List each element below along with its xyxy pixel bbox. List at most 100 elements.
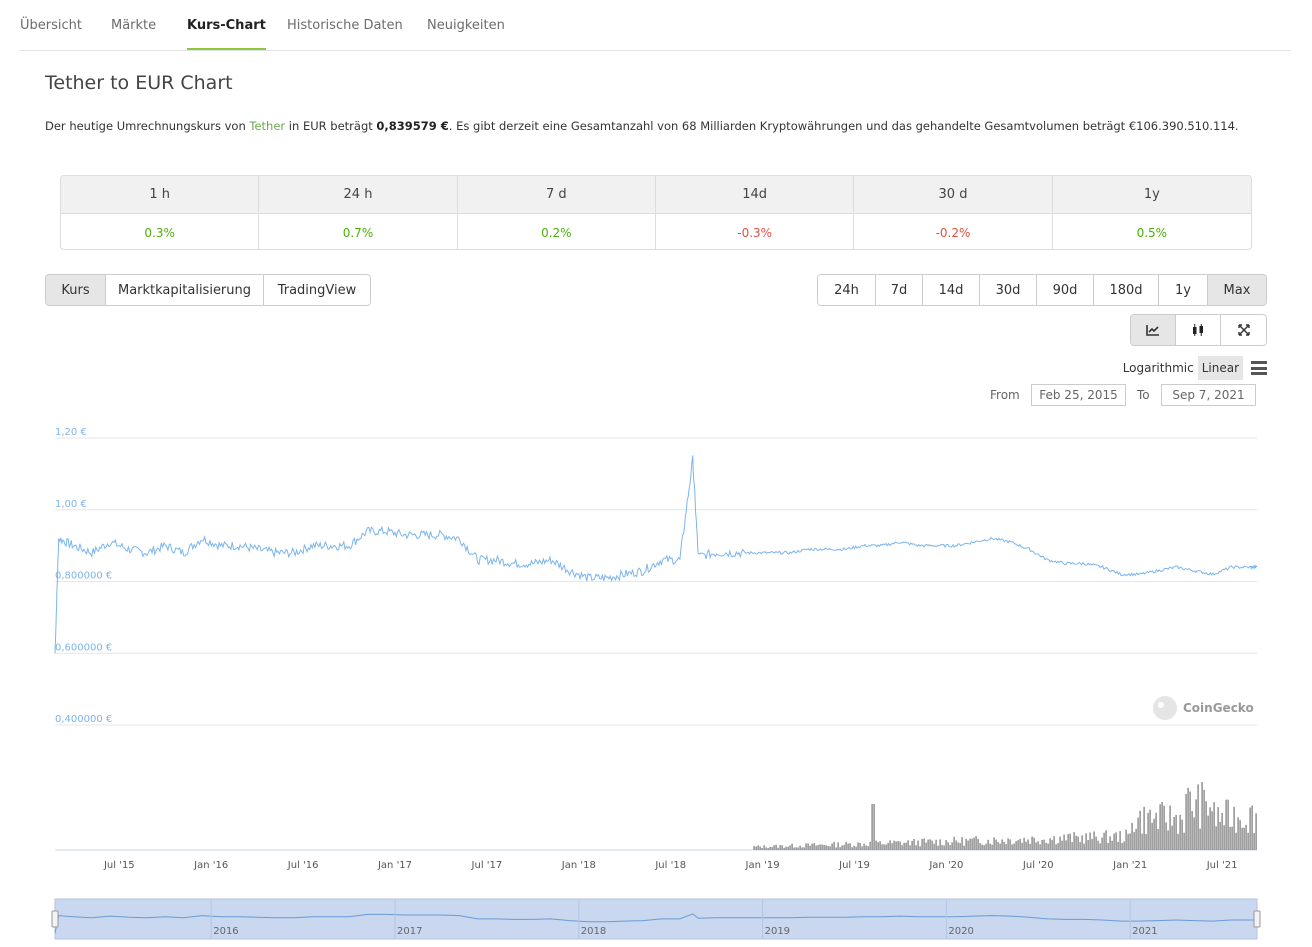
volume-bar (821, 844, 823, 850)
volume-bar (961, 837, 963, 850)
change-header-14d: 14d (655, 176, 855, 214)
volume-bar (1119, 831, 1121, 850)
volume-bar (963, 845, 965, 850)
candlestick-icon[interactable] (1176, 315, 1221, 345)
scale-logarithmic-button[interactable]: Logarithmic (1122, 361, 1194, 375)
tab-uebersicht[interactable]: Übersicht (20, 18, 82, 33)
volume-bar (957, 842, 959, 850)
scale-selector: Logarithmic Linear (1119, 356, 1267, 380)
volume-bar (1243, 827, 1245, 850)
x-axis-label: Jan '18 (561, 860, 596, 871)
volume-bar (1161, 802, 1163, 850)
volume-bar (1255, 813, 1257, 850)
volume-bar (1003, 841, 1005, 850)
volume-bar (1227, 799, 1229, 850)
from-date-input[interactable]: Feb 25, 2015 (1031, 384, 1126, 406)
period-24h-button[interactable]: 24h (818, 275, 876, 305)
volume-bar (1167, 830, 1169, 850)
volume-bar (1055, 844, 1057, 850)
volume-bar (969, 838, 971, 850)
coin-link[interactable]: Tether (249, 119, 286, 133)
volume-bar (809, 845, 811, 850)
volume-bar (887, 843, 889, 850)
volume-bar (955, 840, 957, 850)
volume-bar (1239, 820, 1241, 850)
volume-bar (807, 843, 809, 850)
fullscreen-icon[interactable] (1221, 315, 1266, 345)
volume-bar (991, 844, 993, 850)
to-date-input[interactable]: Sep 7, 2021 (1161, 384, 1256, 406)
volume-bar (1121, 843, 1123, 850)
volume-bar (1205, 801, 1207, 850)
volume-bar (755, 846, 757, 850)
volume-bar (1175, 814, 1177, 850)
navigator-handle-right[interactable] (1253, 910, 1261, 928)
x-axis-label: Jan '20 (928, 860, 963, 871)
tab-historische-daten[interactable]: Historische Daten (287, 18, 403, 33)
volume-bar (1181, 819, 1183, 850)
volume-bar (1231, 826, 1233, 850)
volume-bar (959, 843, 961, 850)
period-1y-button[interactable]: 1y (1159, 275, 1208, 305)
volume-bar (915, 845, 917, 850)
period-14d-button[interactable]: 14d (923, 275, 980, 305)
volume-bar (1233, 806, 1235, 850)
period-90d-button[interactable]: 90d (1037, 275, 1094, 305)
navigator-handle-left[interactable] (51, 910, 59, 928)
price-line (54, 455, 1258, 654)
volume-bar (1189, 791, 1191, 850)
chart-type-tradingview-button[interactable]: TradingView (264, 275, 370, 305)
nav-tabs: Übersicht Märkte Kurs-Chart Historische … (20, 0, 1291, 51)
volume-bar (1193, 817, 1195, 850)
description-part2: in EUR beträgt (285, 119, 377, 133)
volume-bar (1187, 787, 1189, 850)
tab-neuigkeiten[interactable]: Neuigkeiten (427, 18, 505, 33)
volume-bar (767, 848, 769, 850)
volume-bar (1005, 844, 1007, 850)
menu-icon[interactable] (1251, 361, 1267, 375)
volume-bar (1129, 833, 1131, 850)
volume-bar (1219, 821, 1221, 850)
period-7d-button[interactable]: 7d (876, 275, 923, 305)
volume-bar (1043, 839, 1045, 850)
period-180d-button[interactable]: 180d (1094, 275, 1159, 305)
volume-bar (995, 839, 997, 850)
volume-bar (1229, 827, 1231, 850)
volume-bar (1013, 843, 1015, 850)
volume-bar (1215, 826, 1217, 850)
volume-bar (761, 848, 763, 850)
period-max-button[interactable]: Max (1208, 275, 1266, 305)
volume-bar (801, 847, 803, 850)
navigator-year-label: 2020 (948, 926, 973, 937)
scale-linear-button[interactable]: Linear (1197, 356, 1243, 380)
volume-bar (1025, 841, 1027, 850)
volume-bar (923, 838, 925, 850)
volume-bar (1095, 836, 1097, 850)
chart-type-kurs-button[interactable]: Kurs (46, 275, 106, 305)
period-group: 24h 7d 14d 30d 90d 180d 1y Max (817, 274, 1267, 306)
volume-bar (1047, 843, 1049, 850)
navigator-year-label: 2017 (397, 926, 422, 937)
change-header-1h: 1 h (61, 176, 260, 214)
y-axis-label: 1,00 € (55, 499, 87, 510)
line-chart-icon[interactable] (1131, 315, 1176, 345)
change-header-30d: 30 d (854, 176, 1053, 214)
volume-bar (1165, 822, 1167, 850)
volume-bar (837, 842, 839, 850)
volume-bar (1137, 817, 1139, 850)
volume-bar (753, 846, 755, 850)
change-value-7d: 0.2% (458, 214, 656, 249)
volume-bar (975, 836, 977, 850)
period-30d-button[interactable]: 30d (980, 275, 1037, 305)
x-axis-label: Jul '17 (471, 860, 503, 871)
volume-bar (1127, 833, 1129, 850)
tab-maerkte[interactable]: Märkte (111, 18, 157, 33)
volume-bar (1085, 833, 1087, 850)
navigator-year-label: 2019 (765, 926, 790, 937)
volume-bar (1241, 827, 1243, 850)
volume-bar (1131, 822, 1133, 850)
tab-kurs-chart[interactable]: Kurs-Chart (187, 18, 266, 50)
volume-bar (939, 839, 941, 850)
chart-type-marketcap-button[interactable]: Marktkapitalisierung (106, 275, 264, 305)
volume-bar (1171, 825, 1173, 850)
